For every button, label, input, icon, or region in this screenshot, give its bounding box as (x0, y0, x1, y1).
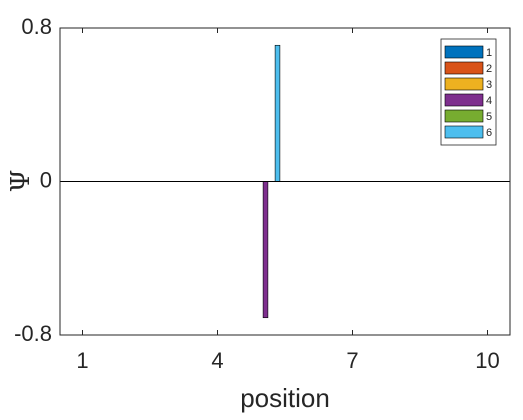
x-tick-label: 7 (346, 348, 358, 373)
legend-swatch (444, 77, 484, 91)
legend-swatch (444, 61, 484, 75)
y-tick-label: 0 (40, 167, 52, 192)
plot-frame (59, 27, 511, 336)
x-tick-label: 10 (475, 348, 499, 373)
legend-label: 2 (486, 63, 492, 75)
legend-label: 5 (486, 111, 492, 123)
legend-label: 6 (486, 127, 492, 139)
bar (274, 44, 281, 182)
legend-label: 1 (486, 47, 492, 59)
legend-swatch (444, 45, 484, 59)
y-axis-label: Ψ (6, 170, 36, 193)
x-tick-label: 4 (211, 348, 223, 373)
bar (262, 181, 269, 319)
legend-label: 3 (486, 79, 492, 91)
legend-swatch (444, 109, 484, 123)
legend-label: 4 (486, 95, 492, 107)
y-tick-label: -0.8 (14, 321, 52, 346)
x-tick-label: 1 (76, 348, 88, 373)
legend-swatch (444, 93, 484, 107)
x-axis-label: position (240, 383, 330, 413)
legend-swatch (444, 125, 484, 139)
y-tick-label: 0.8 (21, 14, 52, 39)
